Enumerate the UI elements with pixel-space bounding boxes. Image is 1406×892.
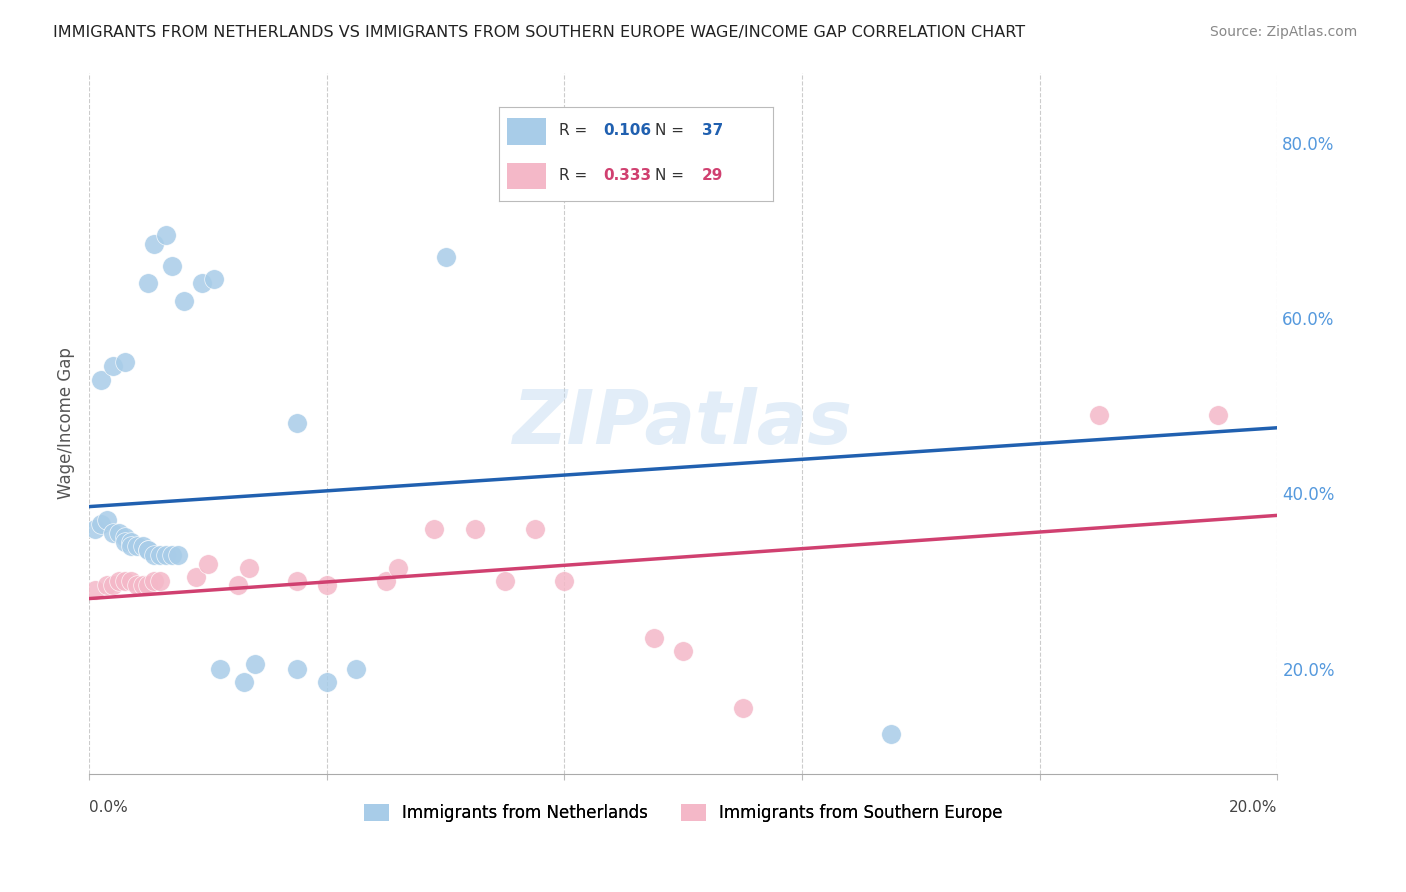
Point bbox=[138, 543, 160, 558]
Text: N =: N = bbox=[655, 123, 689, 138]
Point bbox=[184, 570, 207, 584]
Point bbox=[672, 644, 695, 658]
Text: 20.0%: 20.0% bbox=[1229, 800, 1278, 815]
Point bbox=[346, 662, 368, 676]
Point bbox=[494, 574, 516, 588]
Text: R =: R = bbox=[560, 169, 592, 184]
Text: 0.0%: 0.0% bbox=[89, 800, 128, 815]
Point bbox=[114, 574, 136, 588]
Point bbox=[143, 236, 166, 251]
Point bbox=[167, 548, 190, 562]
Point bbox=[90, 517, 112, 532]
Point bbox=[387, 561, 409, 575]
Point bbox=[202, 272, 225, 286]
Point bbox=[155, 227, 177, 242]
Text: Source: ZipAtlas.com: Source: ZipAtlas.com bbox=[1209, 25, 1357, 39]
Bar bbox=[508, 119, 546, 145]
Point bbox=[101, 525, 124, 540]
Point bbox=[96, 578, 118, 592]
Text: R =: R = bbox=[560, 123, 592, 138]
Point bbox=[138, 543, 160, 558]
Point bbox=[422, 521, 444, 535]
Point bbox=[173, 293, 195, 308]
Point bbox=[285, 574, 308, 588]
Point bbox=[731, 701, 754, 715]
Point bbox=[643, 631, 665, 645]
Point bbox=[125, 578, 148, 592]
Point bbox=[285, 417, 308, 431]
Point bbox=[131, 539, 153, 553]
Point bbox=[114, 355, 136, 369]
Point bbox=[125, 539, 148, 553]
Point bbox=[101, 359, 124, 374]
Point bbox=[131, 578, 153, 592]
Point bbox=[880, 727, 903, 741]
Point bbox=[162, 259, 184, 273]
Point bbox=[143, 548, 166, 562]
Point bbox=[143, 574, 166, 588]
Point bbox=[138, 277, 160, 291]
Point bbox=[191, 277, 214, 291]
Point bbox=[245, 657, 267, 672]
Point bbox=[434, 250, 457, 264]
Point bbox=[464, 521, 486, 535]
Point bbox=[208, 662, 231, 676]
Point bbox=[96, 513, 118, 527]
Point bbox=[238, 561, 260, 575]
Point bbox=[114, 534, 136, 549]
Point bbox=[375, 574, 398, 588]
Point bbox=[138, 578, 160, 592]
Text: 29: 29 bbox=[702, 169, 724, 184]
Point bbox=[315, 674, 337, 689]
Point bbox=[149, 548, 172, 562]
Point bbox=[120, 539, 142, 553]
Point bbox=[149, 574, 172, 588]
Point bbox=[90, 373, 112, 387]
Bar bbox=[508, 163, 546, 189]
Text: 0.333: 0.333 bbox=[603, 169, 651, 184]
Point bbox=[107, 574, 129, 588]
Point bbox=[155, 548, 177, 562]
Y-axis label: Wage/Income Gap: Wage/Income Gap bbox=[58, 348, 75, 500]
Point bbox=[197, 557, 219, 571]
Point bbox=[285, 662, 308, 676]
Point bbox=[1088, 408, 1111, 422]
Point bbox=[120, 534, 142, 549]
Text: ZIPatlas: ZIPatlas bbox=[513, 387, 853, 460]
Point bbox=[101, 578, 124, 592]
Legend: Immigrants from Netherlands, Immigrants from Southern Europe: Immigrants from Netherlands, Immigrants … bbox=[357, 797, 1010, 829]
Point bbox=[107, 525, 129, 540]
Point bbox=[523, 521, 546, 535]
Point bbox=[162, 548, 184, 562]
Point bbox=[315, 578, 337, 592]
Point bbox=[84, 582, 107, 597]
Point bbox=[1206, 408, 1229, 422]
Point bbox=[226, 578, 249, 592]
Point bbox=[553, 574, 575, 588]
Point bbox=[114, 530, 136, 544]
Point bbox=[232, 674, 254, 689]
Text: IMMIGRANTS FROM NETHERLANDS VS IMMIGRANTS FROM SOUTHERN EUROPE WAGE/INCOME GAP C: IMMIGRANTS FROM NETHERLANDS VS IMMIGRANT… bbox=[53, 25, 1025, 40]
Text: 0.106: 0.106 bbox=[603, 123, 651, 138]
Point bbox=[84, 521, 107, 535]
Text: 37: 37 bbox=[702, 123, 723, 138]
Text: N =: N = bbox=[655, 169, 689, 184]
Point bbox=[120, 574, 142, 588]
